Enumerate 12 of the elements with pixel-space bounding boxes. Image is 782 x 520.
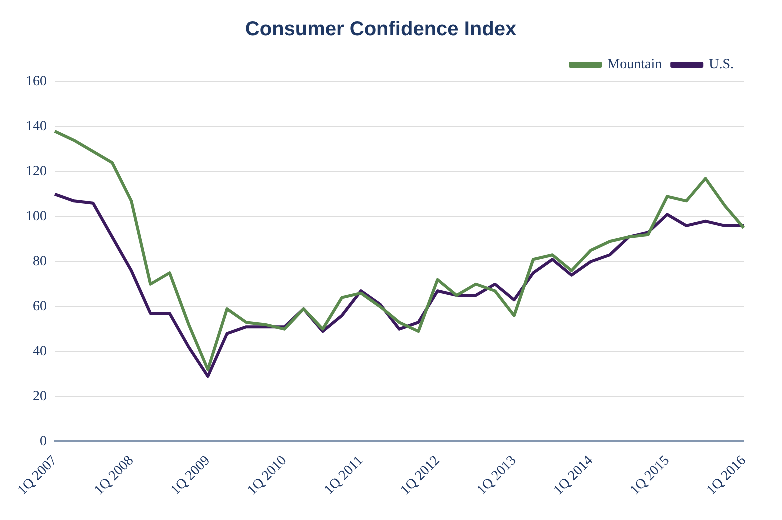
y-tick-label: 60 xyxy=(33,300,47,315)
legend-label: Mountain xyxy=(608,58,662,73)
y-tick-label: 140 xyxy=(26,120,47,135)
y-tick-label: 120 xyxy=(26,164,47,180)
y-tick-label: 160 xyxy=(26,74,47,90)
legend-label: U.S. xyxy=(709,58,734,73)
y-tick-label: 100 xyxy=(26,210,47,225)
y-tick-label: 40 xyxy=(33,344,47,360)
chart-title: Consumer Confidence Index xyxy=(245,18,517,41)
y-tick-label: 20 xyxy=(33,389,47,404)
y-tick-label: 80 xyxy=(33,254,47,270)
y-tick-label: 0 xyxy=(40,434,47,450)
